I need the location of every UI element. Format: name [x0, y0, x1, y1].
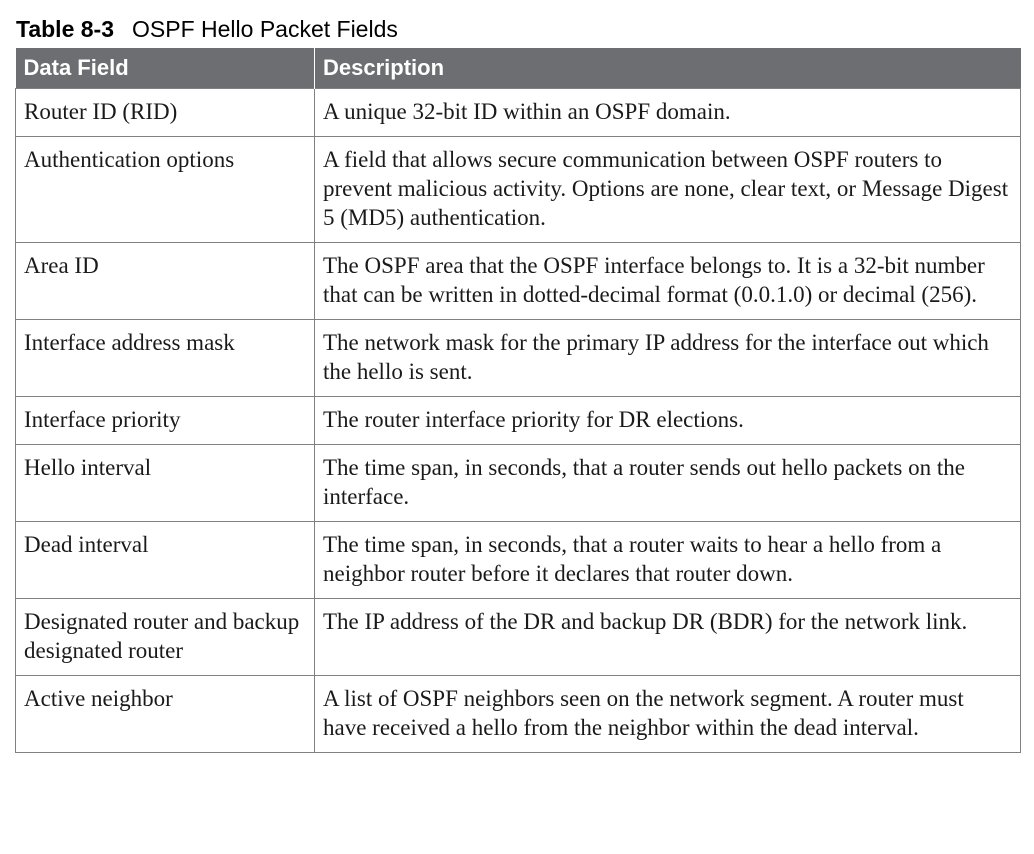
table-row: Designated router and backup designated … [15, 598, 1021, 676]
description-cell: A unique 32-bit ID within an OSPF domain… [314, 88, 1021, 137]
description-cell: The OSPF area that the OSPF interface be… [314, 242, 1021, 320]
description-cell: A list of OSPF neighbors seen on the net… [314, 675, 1021, 753]
field-cell: Authentication options [15, 136, 315, 243]
table-title: OSPF Hello Packet Fields [132, 16, 398, 42]
table-row: Interface priority The router interface … [15, 396, 1021, 445]
field-cell: Dead interval [15, 521, 315, 599]
table-row: Active neighbor A list of OSPF neighbors… [15, 675, 1021, 753]
table-row: Interface address mask The network mask … [15, 319, 1021, 397]
description-cell: The router interface priority for DR ele… [314, 396, 1021, 445]
description-cell: The time span, in seconds, that a router… [314, 521, 1021, 599]
field-cell: Area ID [15, 242, 315, 320]
table-row: Authentication options A field that allo… [15, 136, 1021, 243]
column-header-data-field: Data Field [15, 48, 315, 89]
table-row: Hello interval The time span, in seconds… [15, 444, 1021, 522]
table-row: Router ID (RID) A unique 32-bit ID withi… [15, 88, 1021, 137]
column-header-description: Description [314, 48, 1021, 89]
field-cell: Active neighbor [15, 675, 315, 753]
description-cell: The IP address of the DR and backup DR (… [314, 598, 1021, 676]
field-cell: Router ID (RID) [15, 88, 315, 137]
table-row: Dead interval The time span, in seconds,… [15, 521, 1021, 599]
description-cell: The network mask for the primary IP addr… [314, 319, 1021, 397]
description-cell: A field that allows secure communication… [314, 136, 1021, 243]
header-row: Data Field Description [15, 48, 1021, 89]
field-cell: Designated router and backup designated … [15, 598, 315, 676]
field-cell: Interface address mask [15, 319, 315, 397]
table-row: Area ID The OSPF area that the OSPF inte… [15, 242, 1021, 320]
field-cell: Interface priority [15, 396, 315, 445]
table-caption: Table 8-3 OSPF Hello Packet Fields [16, 14, 398, 44]
ospf-hello-fields-table: Data Field Description Router ID (RID) A… [15, 48, 1021, 753]
description-cell: The time span, in seconds, that a router… [314, 444, 1021, 522]
field-cell: Hello interval [15, 444, 315, 522]
table-number: Table 8-3 [16, 16, 114, 42]
